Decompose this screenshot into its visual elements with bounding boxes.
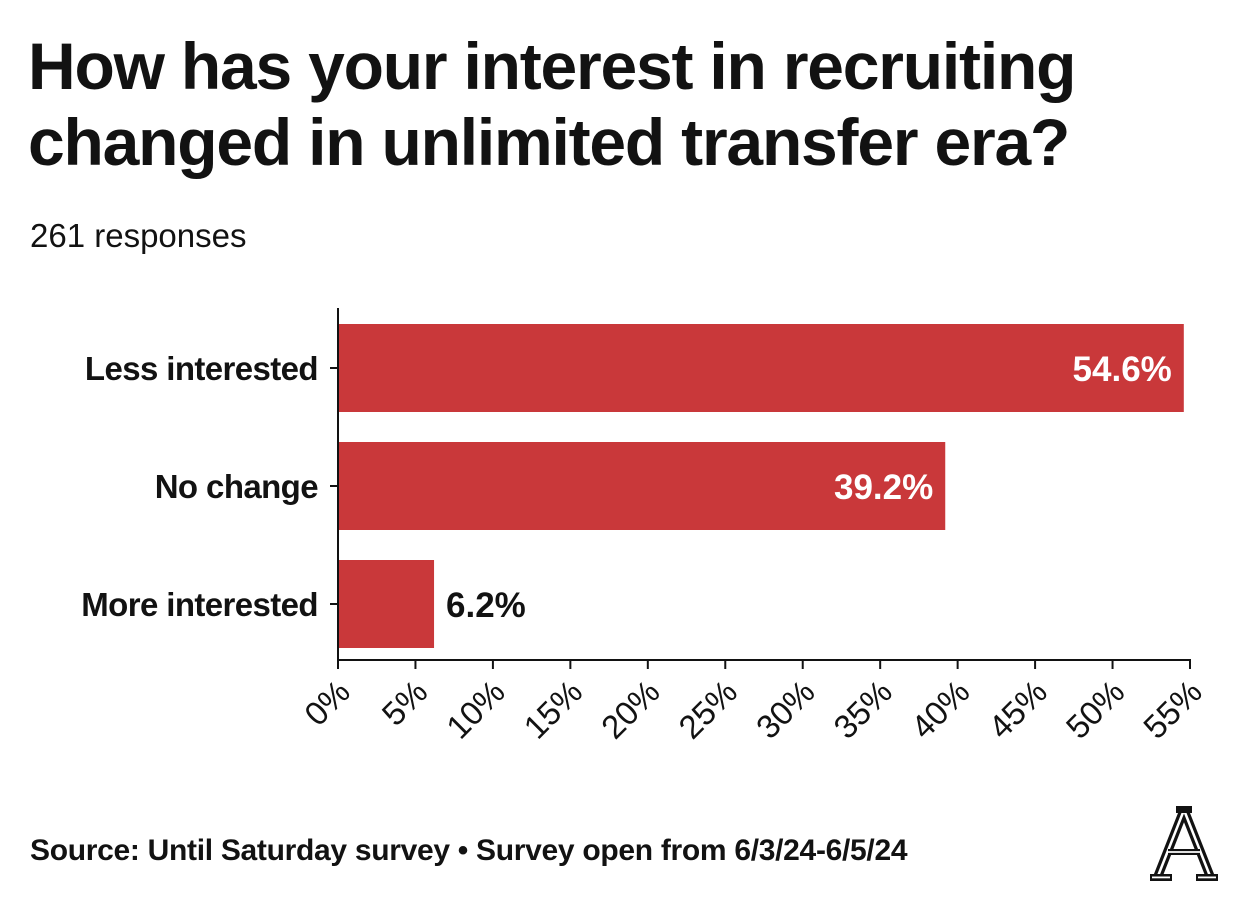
x-tick-label: 15% (516, 673, 589, 746)
x-tick-label: 50% (1059, 673, 1132, 746)
value-label: 39.2% (834, 468, 933, 507)
athletic-logo-icon (1150, 806, 1218, 881)
source-note: Source: Until Saturday survey • Survey o… (30, 834, 908, 867)
x-tick-label: 35% (826, 673, 899, 746)
chart-title: How has your interest in recruiting chan… (28, 29, 1076, 179)
category-label: Less interested (85, 350, 318, 387)
bar-no-change (339, 442, 946, 530)
category-label: No change (155, 468, 319, 505)
bar-less-interested (339, 324, 1184, 412)
x-tick-label: 5% (375, 673, 435, 733)
x-tick-label: 40% (904, 673, 977, 746)
x-tick-label: 30% (749, 673, 822, 746)
category-label: More interested (81, 586, 318, 623)
x-tick-label: 0% (297, 673, 357, 733)
value-label: 6.2% (446, 586, 526, 625)
value-label: 54.6% (1073, 350, 1172, 389)
chart-subtitle: 261 responses (30, 217, 247, 254)
bar-chart: Less interested 54.6% No change 39.2% More i… (81, 308, 1209, 746)
x-tick-label: 45% (981, 673, 1054, 746)
bar-more-interested (339, 560, 435, 648)
x-tick-label: 55% (1136, 673, 1209, 746)
x-tick-label: 25% (671, 673, 744, 746)
x-tick-label: 10% (439, 673, 512, 746)
x-tick-label: 20% (594, 673, 667, 746)
